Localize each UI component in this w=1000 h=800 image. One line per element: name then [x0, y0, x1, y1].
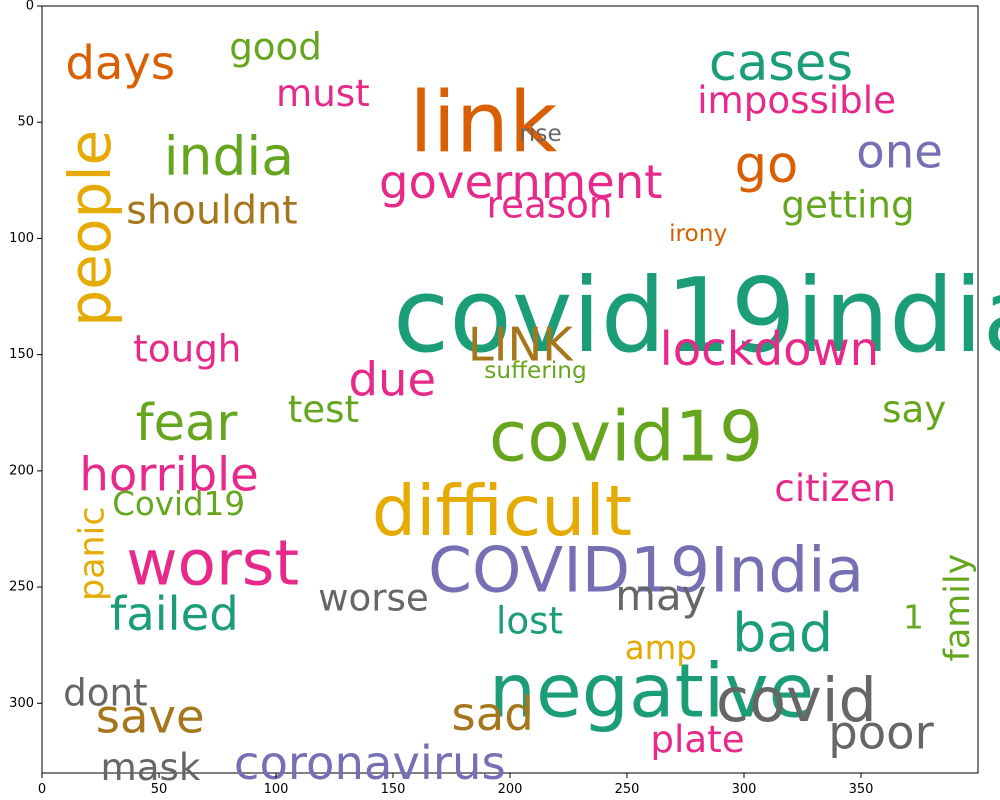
y-tick-label: 200	[9, 463, 34, 478]
word-plate: plate	[650, 717, 744, 761]
word-people: people	[56, 130, 124, 327]
word-amp: amp	[625, 629, 697, 667]
word-days: days	[65, 36, 175, 90]
word-may: may	[615, 571, 706, 620]
word-citizen: citizen	[774, 466, 896, 510]
word-fear: fear	[136, 394, 238, 453]
plot-area-frame	[41, 5, 979, 774]
word-poor: poor	[828, 706, 934, 760]
x-tick-label: 100	[264, 782, 289, 797]
word-cases: cases	[709, 34, 853, 93]
y-tick-label: 0	[26, 0, 34, 14]
word-difficult: difficult	[372, 471, 632, 552]
word-1: 1	[903, 599, 924, 637]
word-one: one	[856, 125, 943, 179]
y-tick-label: 50	[17, 115, 34, 130]
word-test: test	[288, 387, 359, 431]
word-must: must	[276, 71, 370, 115]
word-mask: mask	[101, 745, 201, 789]
word-link: LINK	[468, 317, 574, 371]
word-dont: dont	[63, 671, 148, 715]
word-bad: bad	[732, 601, 833, 664]
y-axis-ticks: 0 50 100 150 200 250 300	[9, 0, 42, 711]
word-india: india	[164, 125, 294, 188]
word-negative: negative	[489, 648, 814, 735]
word-lockdown: lockdown	[660, 322, 879, 376]
word-worst: worst	[126, 527, 299, 600]
word-worse: worse	[318, 575, 429, 619]
x-axis-ticks: 0 50 100 150 200 250 300 350	[38, 773, 874, 797]
word-horrible: horrible	[79, 448, 258, 502]
word-covid19india: COVID19India	[428, 534, 864, 607]
word-save: save	[96, 689, 205, 743]
word-due: due	[349, 352, 437, 406]
word-tough: tough	[133, 327, 241, 371]
word-irony: irony	[669, 220, 727, 247]
word-getting: getting	[781, 183, 914, 227]
word-panic: panic	[72, 506, 112, 601]
y-tick-label: 300	[9, 696, 34, 711]
word-covid: covid	[716, 666, 877, 736]
word-go: go	[735, 136, 799, 195]
x-tick-label: 50	[151, 782, 168, 797]
word-sad: sad	[452, 687, 534, 741]
word-family: family	[938, 554, 978, 662]
word-suffering: suffering	[484, 357, 586, 384]
word-failed: failed	[110, 587, 239, 641]
word-shouldnt: shouldnt	[126, 187, 297, 233]
word-say: say	[882, 387, 946, 431]
word-lost: lost	[496, 599, 563, 643]
word-government: government	[379, 155, 662, 209]
y-tick-label: 100	[9, 231, 34, 246]
x-tick-label: 0	[38, 782, 46, 797]
x-tick-label: 250	[615, 782, 640, 797]
word-reason: reason	[487, 183, 613, 227]
word-rise: rise	[519, 120, 561, 147]
word-layer: covid19india link negative covid19difficult…	[56, 25, 1000, 790]
word-covid19india: covid19india	[393, 257, 1000, 376]
word-coronavirus: coronavirus	[234, 736, 506, 790]
x-tick-label: 300	[732, 782, 757, 797]
y-tick-label: 150	[9, 347, 34, 362]
x-tick-label: 150	[381, 782, 406, 797]
x-tick-label: 350	[849, 782, 874, 797]
word-covid19: Covid19	[112, 485, 245, 523]
word-link: link	[409, 73, 558, 171]
x-tick-label: 200	[498, 782, 523, 797]
word-impossible: impossible	[697, 78, 896, 122]
word-good: good	[229, 25, 322, 69]
y-tick-label: 250	[9, 580, 34, 595]
word-covid19: covid19	[489, 397, 763, 478]
